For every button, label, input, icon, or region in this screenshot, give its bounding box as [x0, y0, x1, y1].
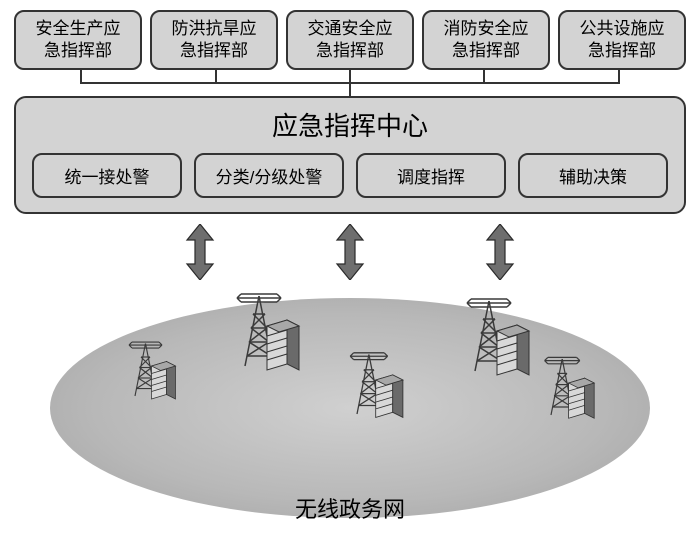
network-area: 无线政务网	[50, 276, 650, 544]
connector-vbot	[349, 82, 351, 96]
double-arrow-icon	[485, 224, 515, 280]
double-arrow-icon	[185, 224, 215, 280]
dept-box-2: 交通安全应 急指挥部	[286, 10, 414, 70]
departments-row: 安全生产应 急指挥部 防洪抗旱应 急指挥部 交通安全应 急指挥部 消防安全应 急…	[0, 0, 700, 70]
dept-box-1: 防洪抗旱应 急指挥部	[150, 10, 278, 70]
dept-label: 公共设施应	[580, 19, 665, 38]
center-title: 应急指挥中心	[32, 106, 668, 143]
base-station-icon	[225, 286, 305, 376]
func-box-0: 统一接处警	[32, 153, 182, 198]
base-station-icon	[535, 351, 599, 423]
connector-vtop	[349, 70, 351, 82]
connector-vtop	[215, 70, 217, 82]
func-box-3: 辅助决策	[518, 153, 668, 198]
dept-label: 急指挥部	[44, 41, 112, 60]
dept-label: 急指挥部	[452, 41, 520, 60]
network-label: 无线政务网	[50, 492, 650, 524]
double-arrow-icon	[335, 224, 365, 280]
dept-label: 安全生产应	[36, 19, 121, 38]
functions-row: 统一接处警 分类/分级处警 调度指挥 辅助决策	[32, 153, 668, 198]
dept-label: 急指挥部	[180, 41, 248, 60]
base-station-icon	[340, 346, 408, 423]
dept-label: 急指挥部	[316, 41, 384, 60]
arrows-row	[0, 218, 700, 284]
connector-vtop	[618, 70, 620, 82]
func-box-2: 调度指挥	[356, 153, 506, 198]
center-box: 应急指挥中心 统一接处警 分类/分级处警 调度指挥 辅助决策	[14, 96, 686, 214]
dept-label: 急指挥部	[588, 41, 656, 60]
dept-label: 交通安全应	[308, 19, 393, 38]
base-station-icon	[455, 291, 535, 381]
func-box-1: 分类/分级处警	[194, 153, 344, 198]
connector-row	[14, 70, 686, 96]
dept-label: 防洪抗旱应	[172, 19, 257, 38]
connector-vtop	[483, 70, 485, 82]
dept-box-0: 安全生产应 急指挥部	[14, 10, 142, 70]
dept-label: 消防安全应	[444, 19, 529, 38]
connector-vtop	[80, 70, 82, 82]
dept-box-4: 公共设施应 急指挥部	[558, 10, 686, 70]
base-station-icon	[120, 336, 180, 404]
dept-box-3: 消防安全应 急指挥部	[422, 10, 550, 70]
